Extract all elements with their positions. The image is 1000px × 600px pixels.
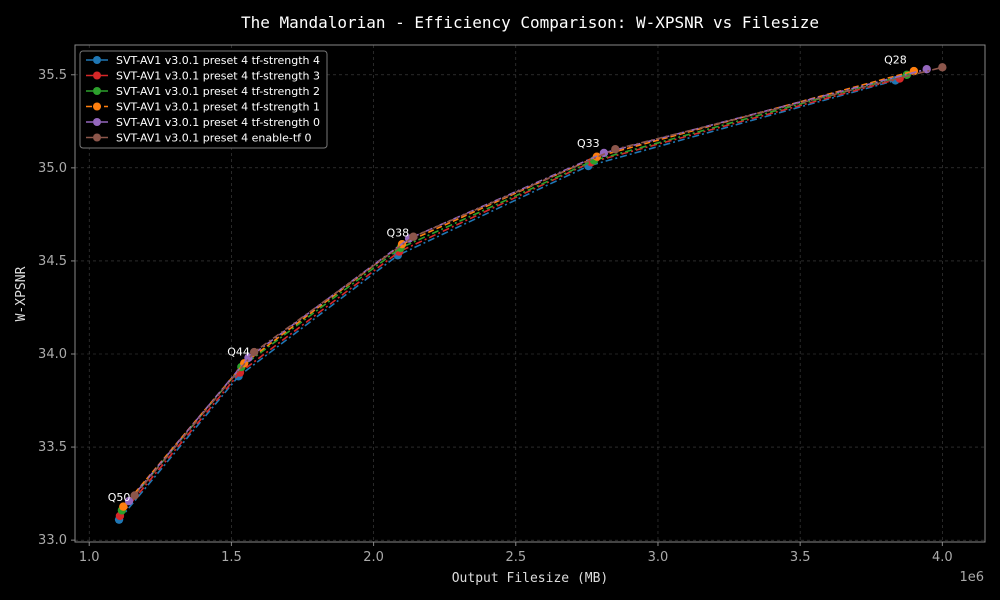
legend-label: SVT-AV1 v3.0.1 preset 4 tf-strength 4 <box>116 54 320 67</box>
data-point <box>611 145 620 154</box>
x-tick-label: 4.0 <box>932 550 953 565</box>
legend-marker <box>93 87 101 95</box>
data-point <box>409 232 418 241</box>
x-tick-label: 2.5 <box>505 550 526 565</box>
legend-marker <box>93 118 101 126</box>
axis-layer: 1.0 1.5 2.0 2.5 3.0 3.5 4.0 33.0 33.5 34.0 34.5 35.… <box>38 68 953 565</box>
legend-marker <box>93 56 101 64</box>
series-line <box>134 66 943 496</box>
y-axis-label: W-XPSNR <box>14 266 29 321</box>
plot-frame <box>74 44 986 543</box>
legend-marker <box>93 71 101 80</box>
quality-annotation: Q33 <box>577 137 600 150</box>
legend-label: SVT-AV1 v3.0.1 preset 4 tf-strength 2 <box>116 85 320 98</box>
x-tick-label: 2.0 <box>363 550 384 565</box>
data-point <box>938 63 947 72</box>
annotation-layer: Q50 Q44 Q38 Q33 Q28 <box>108 53 907 503</box>
x-tick-label: 3.5 <box>790 550 811 565</box>
legend-label: SVT-AV1 v3.0.1 preset 4 tf-strength 1 <box>116 101 320 114</box>
y-tick-label: 33.0 <box>38 533 67 548</box>
data-point <box>249 347 259 357</box>
chart-title: The Mandalorian - Efficiency Comparison:… <box>241 13 819 32</box>
data-point <box>119 502 128 511</box>
y-tick-label: 33.5 <box>38 440 67 455</box>
x-tick-label: 1.0 <box>79 550 100 565</box>
legend: SVT-AV1 v3.0.1 preset 4 tf-strength 4 SVT… <box>79 50 328 149</box>
legend-marker <box>93 133 101 142</box>
quality-annotation: Q50 <box>108 491 131 504</box>
series-group <box>130 63 947 500</box>
quality-annotation: Q38 <box>386 227 409 240</box>
legend-label: SVT-AV1 v3.0.1 preset 4 tf-strength 3 <box>116 70 320 83</box>
x-tick-label: 3.0 <box>648 550 669 565</box>
x-axis-offset-label: 1e6 <box>959 570 984 585</box>
quality-annotation: Q28 <box>884 53 907 66</box>
grid-layer <box>75 45 985 542</box>
legend-box <box>79 50 328 149</box>
x-axis-label: Output Filesize (MB) <box>452 571 609 586</box>
y-tick-label: 34.5 <box>38 254 67 269</box>
y-tick-label: 34.0 <box>38 347 67 362</box>
y-tick-label: 35.5 <box>38 68 67 83</box>
data-point <box>130 491 139 500</box>
legend-label: SVT-AV1 v3.0.1 preset 4 enable-tf 0 <box>116 132 312 145</box>
data-point <box>124 496 134 506</box>
quality-annotation: Q44 <box>227 346 250 359</box>
y-tick-label: 35.0 <box>38 161 67 176</box>
legend-label: SVT-AV1 v3.0.1 preset 4 tf-strength 0 <box>116 116 320 129</box>
series-layer <box>114 63 947 524</box>
legend-marker <box>93 102 101 111</box>
x-tick-label: 1.5 <box>221 550 242 565</box>
